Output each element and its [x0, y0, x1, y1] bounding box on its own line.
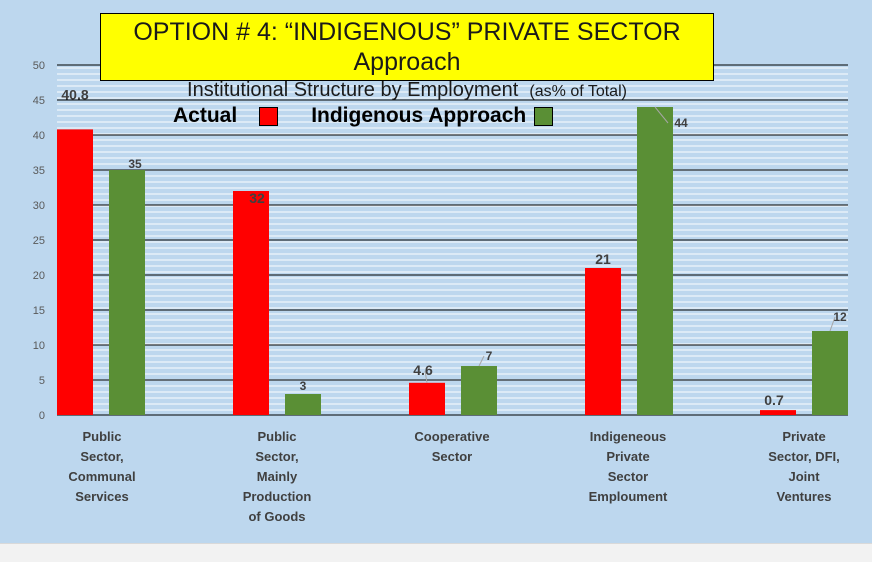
y-tick-label: 0 — [39, 410, 45, 422]
data-label-leader — [654, 106, 669, 124]
y-tick-label: 30 — [33, 200, 45, 212]
data-label-indigenous: 3 — [300, 379, 307, 393]
data-label-leader — [829, 316, 836, 332]
data-label-actual: 4.6 — [413, 362, 433, 378]
data-label-indigenous: 7 — [486, 349, 493, 363]
legend-swatch-actual — [259, 106, 279, 126]
chart-title-box: OPTION # 4: “INDIGENOUS” PRIVATE SECTOR … — [100, 13, 714, 101]
data-label-leader — [424, 370, 428, 383]
data-label-actual: 32 — [249, 190, 265, 206]
data-label-leader — [478, 355, 485, 367]
bar-actual — [233, 191, 269, 415]
chart-area: 0 5 10 15 20 25 30 35 40 45 50 40.8 32 4.6 21 0.7 35 3 7 44… — [0, 0, 872, 543]
y-tick-label: 10 — [33, 340, 45, 352]
data-label-indigenous: 12 — [833, 310, 847, 324]
legend: Actual Indigenous Approach — [173, 104, 554, 128]
y-tick-label: 50 — [33, 60, 45, 72]
category-label-indigenous-private: Indigeneous Private Sector Emploument — [588, 429, 668, 504]
bar-actual — [585, 268, 621, 415]
chart-plot: 0 5 10 15 20 25 30 35 40 45 50 40.8 32 4.6 21 0.7 35 3 7 44… — [33, 60, 848, 422]
chart-title: OPTION # 4: “INDIGENOUS” PRIVATE SECTOR … — [133, 18, 681, 76]
bar-actual — [57, 129, 93, 415]
data-label-actual: 40.8 — [61, 86, 88, 102]
data-label-actual: 21 — [595, 251, 611, 267]
legend-label-actual: Actual — [173, 104, 238, 127]
y-tick-label: 5 — [39, 375, 45, 387]
legend-label-indigenous: Indigenous Approach — [311, 104, 527, 127]
data-label-actual: 0.7 — [764, 392, 784, 408]
data-label-indigenous: 44 — [674, 116, 688, 130]
y-tick-label: 45 — [33, 95, 45, 107]
y-tick-label: 20 — [33, 270, 45, 282]
y-tick-label: 40 — [33, 130, 45, 142]
chart-subtitle-line: Institutional Structure by Employment (a… — [101, 77, 713, 105]
category-label-cooperative: Cooperative Sector — [414, 429, 490, 464]
bottom-strip — [0, 543, 872, 562]
data-label-indigenous: 35 — [128, 157, 142, 171]
y-tick-label: 15 — [33, 305, 45, 317]
chart-subtitle-note: (as% of Total) — [529, 83, 627, 100]
bar-actual — [409, 382, 445, 415]
bar-indigenous — [637, 107, 673, 415]
legend-swatch-indigenous — [534, 106, 554, 126]
category-label-private-dfi: Private Sector, DFI, Joint Ventures — [768, 429, 840, 504]
category-label-public-goods: Public Sector, Mainly Production of Good… — [242, 429, 312, 524]
category-label-public-communal: Public Sector, Communal Services — [68, 429, 136, 504]
y-tick-label: 35 — [33, 165, 45, 177]
bar-indigenous — [109, 170, 145, 415]
y-tick-label: 25 — [33, 235, 45, 247]
bar-indigenous — [285, 394, 321, 415]
bar-actual — [760, 410, 796, 415]
bar-indigenous — [461, 366, 497, 415]
bar-indigenous — [812, 331, 848, 415]
chart-subtitle: Institutional Structure by Employment — [187, 79, 519, 101]
